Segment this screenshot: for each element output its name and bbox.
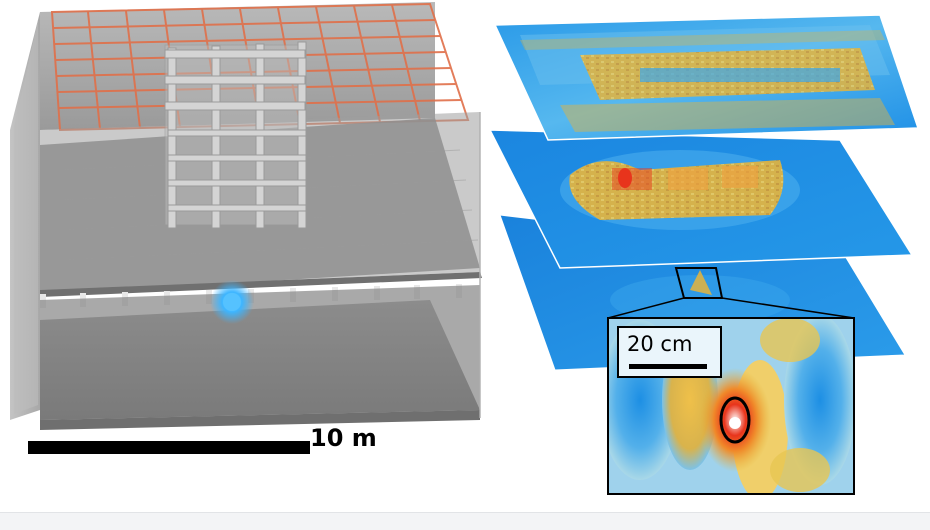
focus-target-icon <box>719 396 751 444</box>
inset-scale-bar <box>629 364 707 369</box>
scale-bar-10m <box>28 441 310 454</box>
bottom-strip <box>0 512 930 530</box>
scaffold-structure <box>164 41 307 229</box>
building-model <box>10 2 482 430</box>
building-scale-label: 10 m <box>310 424 377 452</box>
lower-room-floor <box>40 300 480 420</box>
inset-scale-label: 20 cm <box>627 332 693 356</box>
field-layer-middle <box>488 129 914 269</box>
zoom-inset-frame <box>607 317 855 495</box>
inset-scale-legend: 20 cm <box>617 326 722 378</box>
field-layer-top <box>493 14 920 141</box>
